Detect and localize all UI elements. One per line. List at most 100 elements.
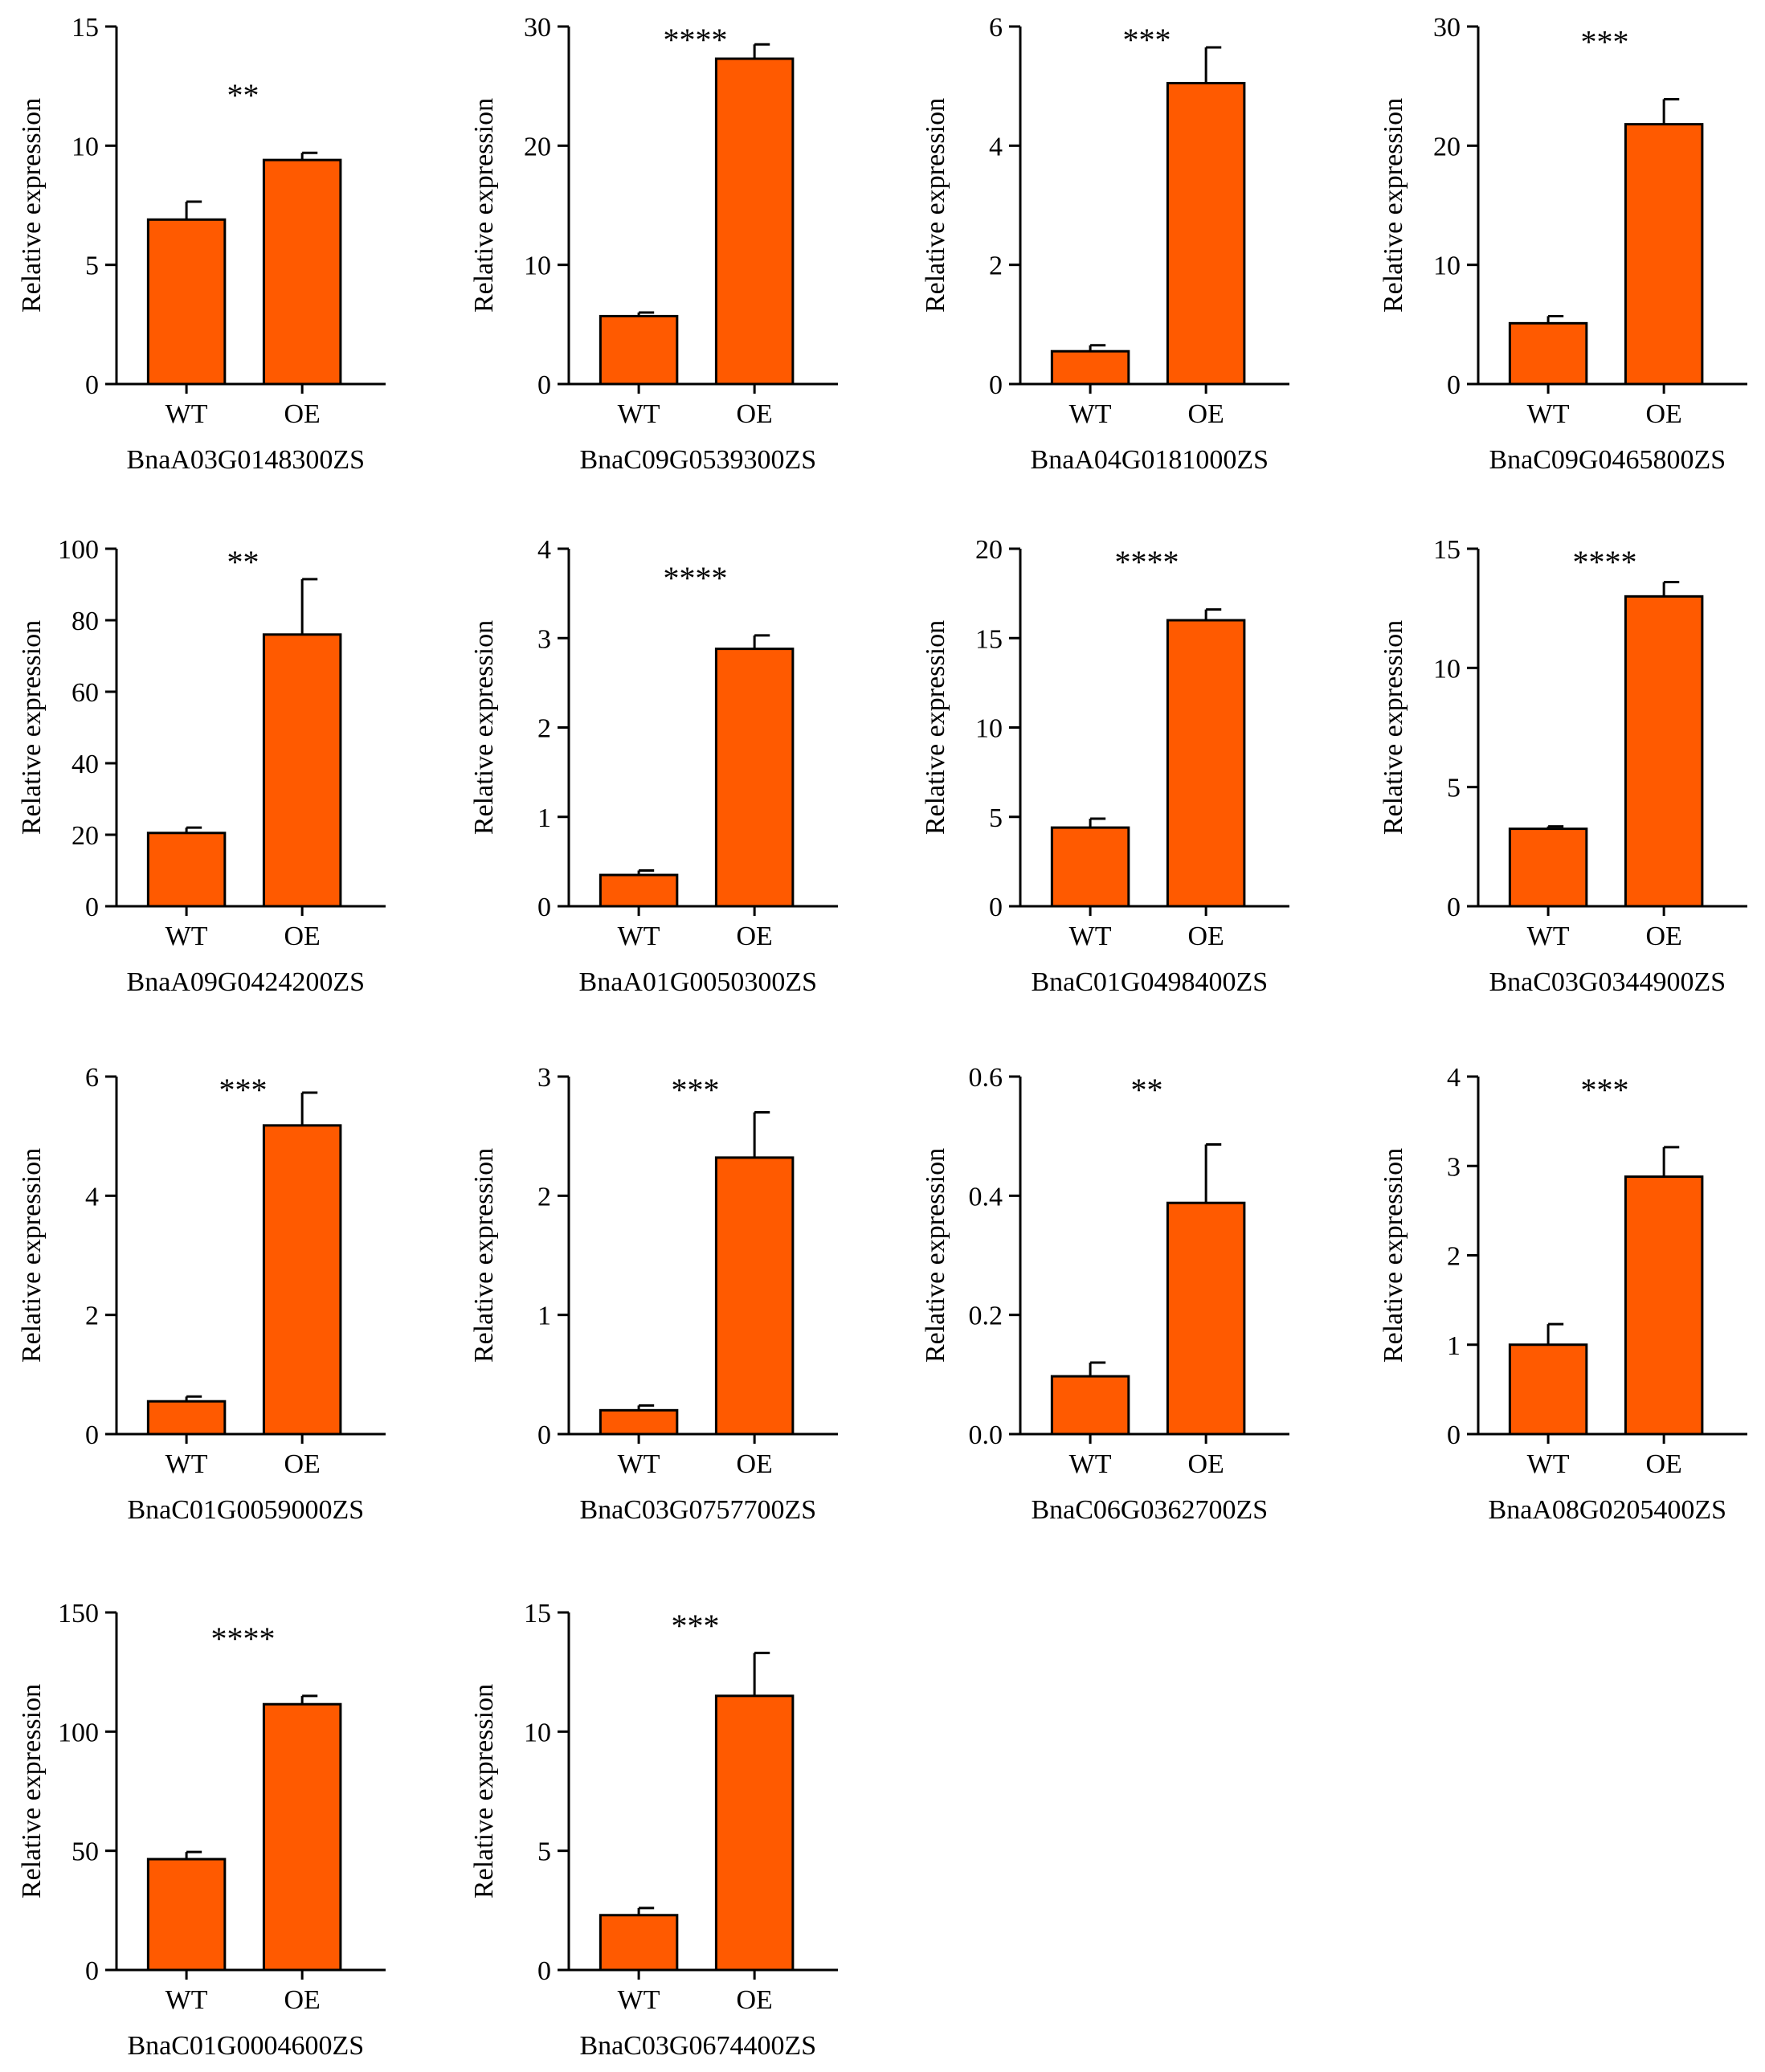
y-tick-label: 6 — [989, 13, 1003, 43]
significance-marker: ** — [227, 544, 259, 580]
bar-wt — [599, 1408, 679, 1436]
gene-name-label: BnaC06G0362700ZS — [1031, 1495, 1268, 1525]
significance-marker: ** — [1130, 1072, 1162, 1108]
y-axis-label: Relative expression — [1379, 620, 1408, 835]
y-tick-label: 30 — [1433, 13, 1461, 43]
y-tick-label: 20 — [975, 535, 1003, 565]
chart-panel-14: 0 5 10 15 Relative expression WT OE *** BnaC03G0… — [469, 1599, 838, 2061]
significance-marker: *** — [1580, 1072, 1628, 1108]
y-tick-label: 2 — [537, 1182, 551, 1212]
significance-marker: **** — [210, 1620, 275, 1657]
y-axis-label: Relative expression — [1379, 98, 1408, 313]
bar-oe — [714, 57, 795, 386]
y-tick-label: 2 — [1447, 1242, 1461, 1272]
bar-oe — [1624, 1175, 1704, 1436]
x-tick-label-oe: OE — [284, 922, 320, 951]
significance-marker: *** — [1122, 22, 1171, 58]
y-tick-label: 0.0 — [969, 1420, 1003, 1450]
x-tick-label-oe: OE — [1645, 922, 1681, 951]
bar-oe — [1166, 619, 1246, 908]
y-tick-label: 0.6 — [969, 1063, 1003, 1093]
gene-name-label: BnaA01G0050300ZS — [579, 967, 818, 997]
y-axis-label: Relative expression — [469, 1684, 499, 1898]
y-tick-label: 100 — [58, 535, 99, 565]
y-tick-label: 20 — [524, 132, 551, 161]
bar-wt — [1050, 349, 1130, 386]
y-tick-label: 0 — [537, 1956, 551, 1986]
x-tick-label-wt: WT — [1527, 399, 1570, 429]
y-tick-label: 5 — [989, 803, 1003, 833]
y-axis-label: Relative expression — [1379, 1148, 1408, 1363]
x-tick-label-wt: WT — [618, 1985, 660, 2015]
y-tick-label: 10 — [524, 1718, 551, 1747]
chart-panel-4: 0 10 20 30 Relative expression WT OE *** BnaC09G… — [1379, 13, 1747, 475]
y-axis-label: Relative expression — [469, 98, 499, 313]
bar-oe — [262, 158, 342, 386]
chart-panel-9: 0 2 4 6 Relative expression WT OE *** BnaC01G005… — [17, 1063, 386, 1525]
bar-oe — [262, 633, 342, 908]
chart-panel-6: 0 1 2 3 4 Relative expression WT OE **** BnaA01G0… — [469, 535, 838, 997]
chart-panel-2: 0 10 20 30 Relative expression WT OE **** BnaC09… — [469, 13, 838, 475]
gene-name-label: BnaC01G0059000ZS — [127, 1495, 364, 1525]
bar-oe — [714, 1156, 795, 1436]
chart-panel-8: 0 5 10 15 Relative expression WT OE **** BnaC03G… — [1379, 535, 1747, 997]
chart-panel-3: 0 2 4 6 Relative expression WT OE *** BnaA04G018… — [921, 13, 1289, 475]
y-axis-label: Relative expression — [469, 1148, 499, 1363]
bar-wt — [146, 218, 227, 386]
gene-name-label: BnaC09G0539300ZS — [579, 445, 816, 475]
x-tick-label-wt: WT — [165, 1449, 208, 1479]
y-tick-label: 10 — [524, 251, 551, 281]
x-tick-label-wt: WT — [618, 399, 660, 429]
chart-panel-11: 0.0 0.2 0.4 0.6 Relative expression WT OE ** Bna… — [921, 1063, 1289, 1525]
gene-name-label: BnaA04G0181000ZS — [1031, 445, 1269, 475]
y-tick-label: 4 — [989, 132, 1003, 161]
y-axis-label: Relative expression — [17, 98, 47, 313]
y-tick-label: 0 — [989, 370, 1003, 400]
bar-wt — [146, 1857, 227, 1972]
y-tick-label: 0 — [1447, 1420, 1461, 1450]
bar-oe — [1624, 595, 1704, 908]
y-tick-label: 6 — [85, 1063, 99, 1093]
y-tick-label: 2 — [85, 1302, 99, 1331]
x-tick-label-wt: WT — [1527, 922, 1570, 951]
y-tick-label: 10 — [975, 714, 1003, 744]
y-tick-label: 0 — [85, 370, 99, 400]
x-tick-label-wt: WT — [165, 1985, 208, 2015]
y-tick-label: 150 — [58, 1599, 99, 1629]
x-tick-label-oe: OE — [1187, 399, 1224, 429]
y-tick-label: 20 — [1433, 132, 1461, 161]
y-tick-label: 1 — [1447, 1331, 1461, 1361]
gene-name-label: BnaC09G0465800ZS — [1489, 445, 1726, 475]
significance-marker: **** — [1114, 544, 1179, 580]
y-axis-label: Relative expression — [17, 620, 47, 835]
x-tick-label-wt: WT — [165, 399, 208, 429]
y-tick-label: 5 — [85, 251, 99, 281]
gene-name-label: BnaC03G0757700ZS — [579, 1495, 816, 1525]
bar-oe — [262, 1124, 342, 1436]
y-tick-label: 0.2 — [969, 1302, 1003, 1331]
bar-oe — [1166, 1201, 1246, 1436]
y-axis-label: Relative expression — [17, 1684, 47, 1898]
significance-marker: *** — [1580, 23, 1628, 59]
y-tick-label: 2 — [537, 714, 551, 744]
gene-name-label: BnaA09G0424200ZS — [127, 967, 366, 997]
y-tick-label: 30 — [524, 13, 551, 43]
y-tick-label: 3 — [537, 1063, 551, 1093]
y-tick-label: 100 — [58, 1718, 99, 1747]
y-tick-label: 1 — [537, 803, 551, 833]
x-tick-label-wt: WT — [1527, 1449, 1570, 1479]
x-tick-label-oe: OE — [736, 1449, 772, 1479]
x-tick-label-oe: OE — [736, 1985, 772, 2015]
y-tick-label: 20 — [71, 821, 99, 851]
chart-panel-10: 0 1 2 3 Relative expression WT OE *** BnaC03G075… — [469, 1063, 838, 1525]
bar-wt — [1050, 826, 1130, 908]
y-tick-label: 4 — [1447, 1063, 1461, 1093]
y-tick-label: 15 — [71, 13, 99, 43]
y-tick-label: 0 — [85, 1956, 99, 1986]
y-tick-label: 10 — [1433, 654, 1461, 684]
y-tick-label: 0 — [537, 893, 551, 922]
y-tick-label: 2 — [989, 251, 1003, 281]
significance-marker: *** — [219, 1072, 267, 1108]
x-tick-label-wt: WT — [1069, 399, 1112, 429]
y-tick-label: 0 — [85, 893, 99, 922]
